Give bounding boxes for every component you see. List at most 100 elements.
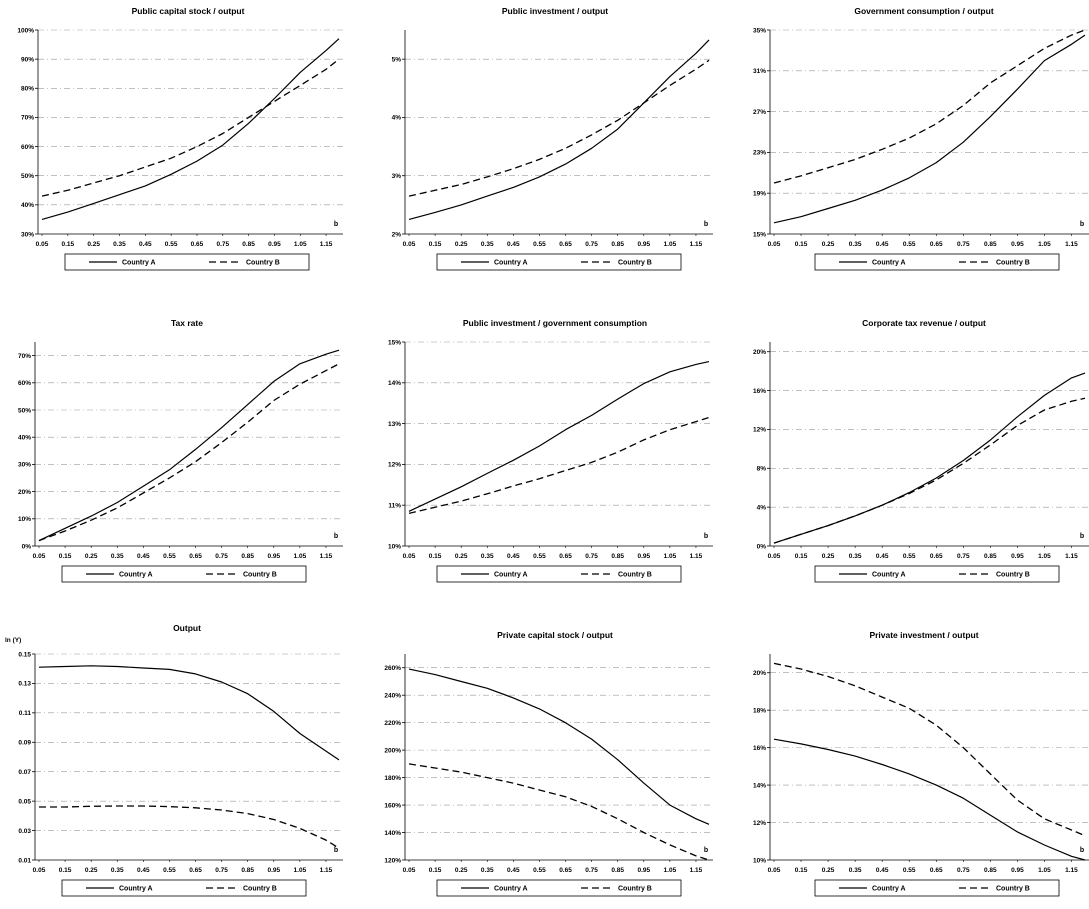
x-tick-label: 0.55 [533, 241, 546, 248]
x-tick-label: 0.75 [957, 241, 970, 248]
x-tick-label: 0.25 [455, 867, 468, 874]
series-line-country-b [408, 59, 710, 197]
x-tick-label: 1.05 [664, 553, 677, 560]
x-tick-label: 0.05 [403, 867, 416, 874]
x-tick-label: 0.25 [455, 553, 468, 560]
legend-label-country-a: Country A [494, 886, 528, 893]
chart-panel-6: Corporate tax revenue / output 0% 4% 8% 12% 1… [753, 318, 1089, 583]
y-tick-label: 35% [753, 27, 766, 34]
x-tick-label: 0.15 [795, 553, 808, 560]
legend-box [61, 565, 307, 583]
series-line-country-b [38, 363, 340, 542]
series-line-country-b [773, 29, 1086, 184]
legend-label-country-a: Country A [119, 886, 153, 893]
x-tick-label: 0.25 [822, 553, 835, 560]
legend-box [436, 565, 682, 583]
x-tick-label: 0.05 [403, 553, 416, 560]
y-tick-label: 0.07 [18, 769, 31, 776]
y-tick-label: 50% [18, 407, 31, 414]
x-tick-label: 0.65 [189, 553, 202, 560]
x-tick-label: 0.65 [559, 867, 572, 874]
series-line-country-a [408, 39, 710, 220]
legend-box [436, 253, 682, 271]
x-tick-label: 0.65 [559, 553, 572, 560]
x-tick-label: 0.85 [984, 867, 997, 874]
y-tick-label: 10% [18, 516, 31, 523]
x-tick-label: 0.95 [268, 241, 281, 248]
x-tick-label: 0.15 [61, 241, 74, 248]
x-tick-label: 0.45 [507, 867, 520, 874]
legend-label-country-b: Country B [996, 260, 1030, 267]
x-tick-label: 0.45 [507, 241, 520, 248]
x-tick-label: 0.05 [33, 553, 46, 560]
chart-title: Public investment / government consumpti… [463, 318, 647, 328]
legend-box [436, 879, 682, 897]
chart-title: Public capital stock / output [132, 6, 245, 16]
x-tick-label: 1.15 [1065, 241, 1078, 248]
x-tick-label: 0.15 [795, 867, 808, 874]
x-tick-label: 1.05 [664, 241, 677, 248]
x-tick-label: 0.55 [165, 241, 178, 248]
x-tick-label: 0.45 [507, 553, 520, 560]
legend-box [814, 565, 1060, 583]
x-tick-label: 0.45 [137, 867, 150, 874]
y-tick-label: 16% [753, 745, 766, 752]
chart-panel-3: Government consumption / output 15% 19% 23%… [753, 6, 1089, 271]
chart-panel-2: Public investment / output 2% 3% 4% 5% 0.05 0.… [392, 6, 713, 271]
x-tick-label: 0.75 [585, 553, 598, 560]
legend-box [61, 879, 307, 897]
x-tick-label: 0.75 [215, 867, 228, 874]
series-line-country-a [773, 372, 1086, 544]
series-line-country-a [408, 361, 710, 512]
y-tick-label: 23% [753, 150, 766, 157]
x-tick-label: 0.55 [163, 867, 176, 874]
y-tick-label: 11% [388, 503, 401, 510]
x-tick-label: 0.55 [163, 553, 176, 560]
chart-panel-9: Private investment / output 10% 12% 14% 16% 1… [753, 630, 1089, 897]
x-tick-label: 0.75 [585, 867, 598, 874]
x-tick-label: 0.95 [267, 553, 280, 560]
x-tick-label: 0.85 [984, 241, 997, 248]
y-tick-label: 100% [17, 27, 34, 34]
x-tick-label: 0.85 [241, 867, 254, 874]
x-tick-label: 0.95 [267, 867, 280, 874]
y-tick-label: 14% [753, 782, 766, 789]
series-line-country-a [38, 665, 340, 761]
chart-title: Government consumption / output [854, 6, 993, 16]
x-axis-letter: b [1080, 533, 1084, 540]
legend: Country A Country B [61, 565, 307, 583]
y-tick-label: 0.09 [18, 740, 31, 747]
x-tick-label: 0.85 [611, 553, 624, 560]
x-tick-label: 0.05 [36, 241, 49, 248]
series-line-country-b [773, 662, 1086, 837]
x-tick-label: 0.95 [1011, 241, 1024, 248]
legend-label-country-b: Country B [618, 572, 652, 579]
x-tick-label: 1.05 [294, 553, 307, 560]
series-line-country-b [408, 416, 710, 515]
x-tick-label: 0.75 [585, 241, 598, 248]
y-tick-label: 4% [757, 504, 767, 511]
y-tick-label: 19% [753, 191, 766, 198]
x-axis-letter: b [704, 533, 708, 540]
y-tick-label: 60% [18, 380, 31, 387]
y-tick-label: 20% [753, 349, 766, 356]
x-axis-letter: b [704, 221, 708, 228]
x-tick-label: 0.65 [559, 241, 572, 248]
x-tick-label: 0.15 [59, 867, 72, 874]
x-tick-label: 0.25 [85, 553, 98, 560]
y-tick-label: 40% [18, 435, 31, 442]
y-tick-label: 40% [21, 202, 34, 209]
x-tick-label: 0.55 [903, 553, 916, 560]
series-line-country-b [773, 397, 1086, 544]
x-tick-label: 0.35 [849, 241, 862, 248]
x-axis-letter: b [1080, 221, 1084, 228]
legend-label-country-a: Country A [872, 886, 906, 893]
x-tick-label: 1.15 [1065, 867, 1078, 874]
series-line-country-a [773, 34, 1086, 224]
series-line-country-b [408, 763, 710, 861]
series-line-country-a [408, 668, 710, 825]
y-tick-label: 0.15 [18, 651, 31, 658]
x-tick-label: 0.05 [403, 241, 416, 248]
x-tick-label: 0.55 [903, 241, 916, 248]
legend: Country A Country B [436, 253, 682, 271]
